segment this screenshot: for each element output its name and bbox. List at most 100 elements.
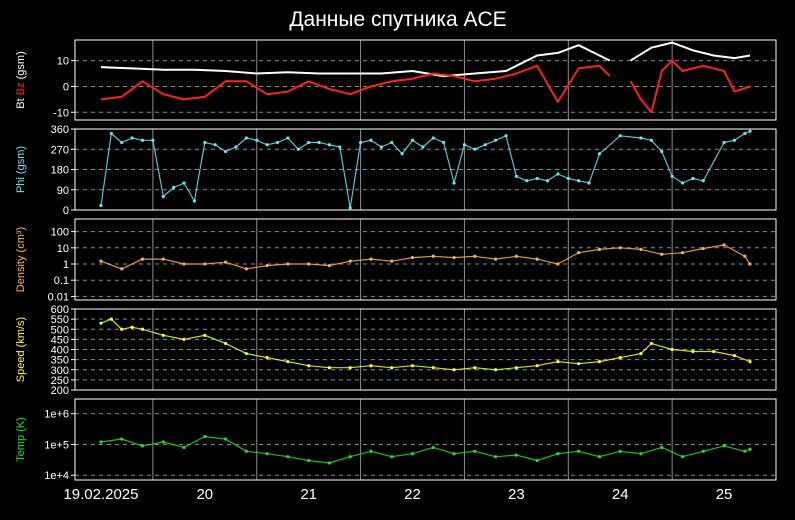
y-tick-label: 10 xyxy=(57,243,69,255)
y-tick-label: 0 xyxy=(63,81,69,93)
y-tick-label: 0 xyxy=(63,205,69,217)
data-point-speed xyxy=(732,353,737,358)
y-axis-label: Phi (gsm) xyxy=(15,146,27,193)
data-point-density xyxy=(161,257,165,261)
data-point-phi xyxy=(680,181,685,185)
data-point-phi xyxy=(452,181,456,185)
data-point-density xyxy=(701,246,705,251)
data-point-speed xyxy=(473,366,477,370)
data-point-phi xyxy=(369,138,373,142)
data-point-density xyxy=(452,255,456,260)
data-point-density xyxy=(410,255,415,260)
data-point-phi xyxy=(390,140,394,145)
data-point-speed xyxy=(161,333,165,337)
data-point-phi xyxy=(618,134,622,138)
data-point-temp xyxy=(748,447,752,451)
data-point-speed xyxy=(691,349,695,354)
data-point-speed xyxy=(265,356,269,360)
data-point-phi xyxy=(265,143,269,147)
y-tick-label: 270 xyxy=(51,144,69,156)
data-point-phi xyxy=(99,203,103,208)
y-tick-label: 550 xyxy=(51,314,69,326)
data-point-temp xyxy=(577,449,581,453)
chart-title: Данные спутника ACE xyxy=(289,8,506,31)
data-point-density xyxy=(431,254,435,258)
data-point-speed xyxy=(327,366,332,370)
data-point-phi xyxy=(120,140,124,145)
data-point-phi xyxy=(255,138,259,142)
data-point-density xyxy=(535,257,539,261)
y-tick-label: 360 xyxy=(51,124,69,136)
data-point-phi xyxy=(748,129,752,133)
series-line-temp xyxy=(100,436,751,464)
data-point-density xyxy=(369,257,373,261)
panel-frame xyxy=(74,398,777,481)
data-point-density xyxy=(494,257,498,261)
data-point-speed xyxy=(639,351,643,356)
data-point-temp xyxy=(161,440,165,444)
y-tick-label: 0.01 xyxy=(48,291,69,303)
data-point-phi xyxy=(701,179,705,183)
data-point-density xyxy=(203,262,207,266)
data-point-speed xyxy=(120,327,124,331)
data-point-phi xyxy=(494,138,498,142)
y-axis-label: Temp (K) xyxy=(15,417,27,462)
data-point-phi xyxy=(327,143,332,147)
data-point-density xyxy=(556,262,560,266)
data-point-phi xyxy=(566,176,570,181)
data-point-temp xyxy=(639,452,643,456)
data-point-phi xyxy=(130,136,134,140)
panel-frame xyxy=(74,39,777,121)
data-point-speed xyxy=(670,347,674,352)
data-point-temp xyxy=(369,449,373,453)
data-point-phi xyxy=(161,194,165,199)
data-point-speed xyxy=(390,366,394,370)
x-tick-label: 25 xyxy=(716,486,733,503)
y-tick-label: 450 xyxy=(51,334,69,346)
data-point-speed xyxy=(748,360,752,364)
x-tick-label: 20 xyxy=(196,486,213,503)
data-point-temp xyxy=(182,445,186,450)
data-point-density xyxy=(327,263,332,268)
data-point-temp xyxy=(265,452,269,456)
data-point-speed xyxy=(109,317,113,321)
y-axis-label-part: Temp (K) xyxy=(15,417,27,462)
data-point-speed xyxy=(99,321,103,325)
data-point-temp xyxy=(680,455,685,459)
y-tick-label: 300 xyxy=(51,365,69,377)
y-tick-label: 600 xyxy=(51,304,69,316)
data-point-phi xyxy=(172,185,176,190)
data-point-speed xyxy=(618,356,622,360)
data-point-phi xyxy=(597,152,602,156)
data-point-speed xyxy=(369,364,373,368)
data-point-phi xyxy=(545,179,550,183)
y-axis-label: Speed (km/s) xyxy=(15,317,27,382)
data-point-density xyxy=(514,254,518,258)
data-point-temp xyxy=(203,435,207,439)
y-tick-label: 500 xyxy=(51,324,69,336)
y-axis-label: Bt Bz (gsm) xyxy=(15,51,27,108)
data-point-density xyxy=(286,262,290,266)
data-point-density xyxy=(743,254,747,258)
y-tick-label: 400 xyxy=(51,345,69,357)
series-line-bz xyxy=(100,59,751,114)
data-point-phi xyxy=(234,145,238,149)
data-point-speed xyxy=(348,366,352,370)
panel-1: -10 0 10 Bt Bz (gsm) xyxy=(15,39,777,121)
data-point-density xyxy=(120,267,124,271)
data-point-phi xyxy=(223,149,228,154)
data-point-density xyxy=(348,259,352,263)
data-point-density xyxy=(140,257,145,261)
y-axis-label-part: Phi (gsm) xyxy=(15,146,27,193)
y-axis-label-part: Bt xyxy=(15,98,27,108)
data-point-temp xyxy=(535,458,539,463)
y-tick-label: 1e+6 xyxy=(44,409,69,421)
data-point-phi xyxy=(556,172,560,176)
x-tick-label: 19.02.2025 xyxy=(63,486,138,503)
y-tick-label: 1e+4 xyxy=(44,470,69,482)
data-point-speed xyxy=(597,360,602,364)
data-point-speed xyxy=(244,351,248,356)
data-point-density xyxy=(223,260,228,264)
data-point-speed xyxy=(203,333,207,337)
